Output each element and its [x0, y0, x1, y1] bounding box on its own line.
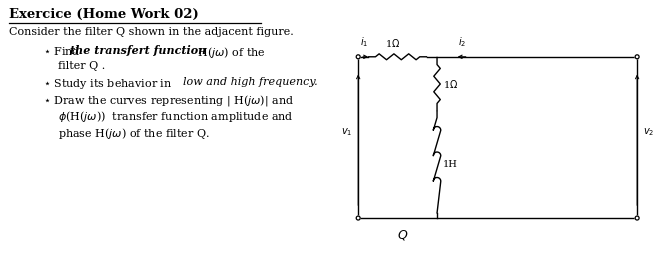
- Text: $\star$ Find: $\star$ Find: [43, 45, 81, 57]
- Circle shape: [356, 55, 360, 59]
- Text: $i_2$: $i_2$: [457, 35, 466, 49]
- Text: $\phi$(H($j\omega$))  transfer function amplitude and: $\phi$(H($j\omega$)) transfer function a…: [58, 109, 293, 124]
- Text: $Q$: $Q$: [397, 228, 408, 242]
- Text: 1H: 1H: [443, 160, 458, 169]
- Text: 1$\Omega$: 1$\Omega$: [443, 78, 458, 90]
- Text: $i_1$: $i_1$: [360, 35, 369, 49]
- Text: the transfert function: the transfert function: [70, 45, 207, 56]
- Text: 1$\Omega$: 1$\Omega$: [385, 37, 400, 49]
- Text: filter Q .: filter Q .: [58, 61, 105, 71]
- Text: low and high frequency.: low and high frequency.: [183, 76, 317, 87]
- Text: phase H($j\omega$) of the filter Q.: phase H($j\omega$) of the filter Q.: [58, 126, 210, 141]
- Text: $v_2$: $v_2$: [643, 127, 654, 138]
- Text: $\star$ Study its behavior in: $\star$ Study its behavior in: [43, 76, 172, 91]
- Circle shape: [635, 55, 639, 59]
- Text: H($j\omega$) of the: H($j\omega$) of the: [194, 45, 265, 60]
- Text: Consider the filter Q shown in the adjacent figure.: Consider the filter Q shown in the adjac…: [9, 27, 294, 37]
- Circle shape: [635, 216, 639, 220]
- Circle shape: [356, 216, 360, 220]
- Text: Exercice (Home Work 02): Exercice (Home Work 02): [9, 8, 199, 21]
- Text: $\star$ Draw the curves representing $|$ H($j\omega$)$|$ and: $\star$ Draw the curves representing $|$…: [43, 93, 294, 108]
- Text: $v_1$: $v_1$: [341, 127, 352, 138]
